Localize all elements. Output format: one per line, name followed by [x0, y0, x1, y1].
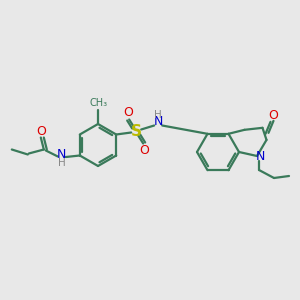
Text: O: O [268, 110, 278, 122]
Text: N: N [255, 151, 265, 164]
Text: H: H [58, 158, 66, 167]
Text: O: O [139, 144, 149, 157]
Text: N: N [154, 115, 163, 128]
Text: H: H [154, 110, 162, 119]
Text: N: N [57, 148, 67, 161]
Text: O: O [123, 106, 133, 119]
Text: CH₃: CH₃ [90, 98, 108, 108]
Text: O: O [36, 125, 46, 138]
Text: S: S [131, 124, 142, 139]
